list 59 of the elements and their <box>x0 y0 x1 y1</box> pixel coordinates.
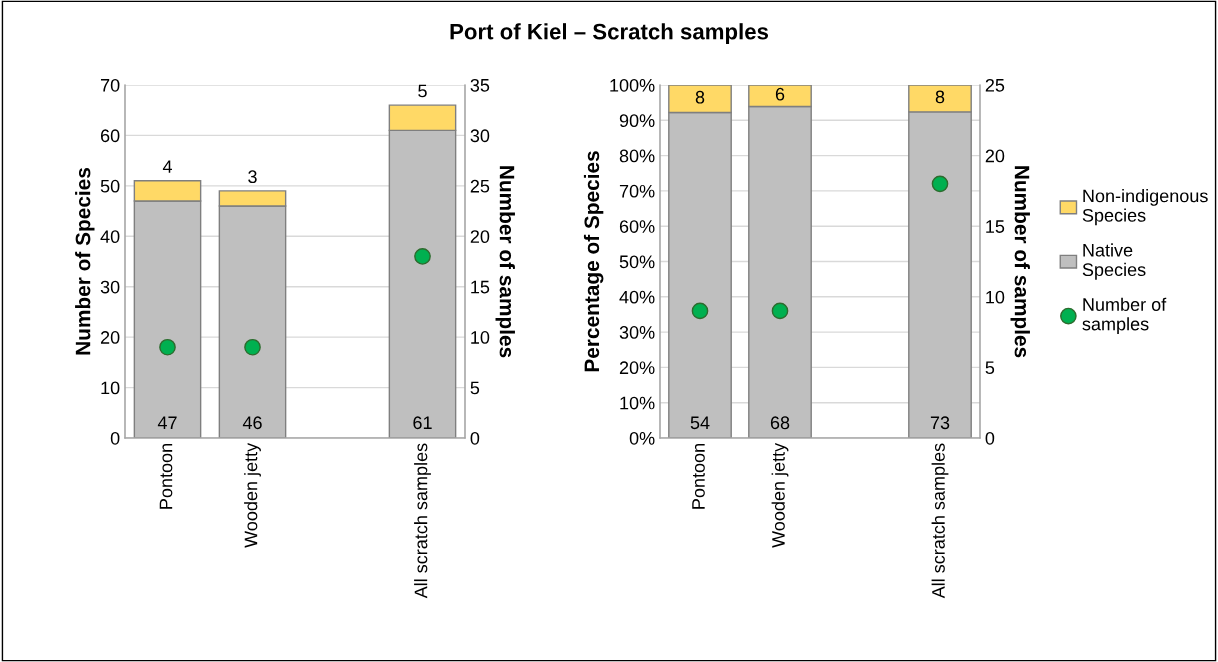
annotation: 68 <box>770 416 790 430</box>
y-tick-label: 40 <box>100 230 120 244</box>
y2-tick-label: 30 <box>470 129 490 143</box>
y-tick-label: 70 <box>100 78 120 92</box>
y-tick-label: 60 <box>100 129 120 143</box>
annotation: 6 <box>775 87 785 101</box>
y-tick-label: 90% <box>619 114 655 128</box>
y2-axis-title: Number of samples <box>495 166 515 358</box>
data-label: 4 <box>162 160 172 173</box>
x-tick-label: Pontoon <box>159 444 173 509</box>
y-tick-label: 50% <box>619 255 655 269</box>
data-label: 61 <box>413 416 432 430</box>
y2-tick-label: 5 <box>470 381 480 395</box>
y2-tick-label: 15 <box>471 280 490 294</box>
x-tick-label: Pontoon <box>692 444 705 509</box>
data-label: 5 <box>418 84 427 98</box>
y2-tick-label: 10 <box>986 290 1005 304</box>
x-tick-label: Wooden jetty <box>771 442 789 548</box>
y-tick-label: 0% <box>629 431 655 445</box>
annotation: 73 <box>930 416 950 430</box>
data-label: 47 <box>157 416 177 429</box>
y2-tick-label: 15 <box>986 220 1005 233</box>
annotation: 8 <box>935 90 945 104</box>
x-tick-label: Wooden jetty <box>244 442 261 548</box>
y2-axis-title: Number of samples <box>1010 166 1030 358</box>
y-tick-label: 40% <box>619 290 655 304</box>
y2-tick-label: 20 <box>470 230 490 244</box>
text: Port of Kiel – Scratch samples <box>450 23 769 44</box>
y-tick-label: 50 <box>100 179 120 193</box>
x-tick-label: All scratch samples <box>931 443 949 599</box>
y2-tick-label: 25 <box>985 78 1005 92</box>
y-tick-label: 70% <box>619 184 655 198</box>
y2-tick-label: 35 <box>470 78 490 92</box>
x-tick-label: All scratch samples <box>414 443 431 599</box>
data-label: 46 <box>242 416 262 430</box>
y-tick-label: 10% <box>620 396 655 410</box>
y-tick-label: 60% <box>619 220 655 233</box>
y-tick-label: 20 <box>100 331 120 344</box>
y-tick-label: 30 <box>100 280 120 294</box>
y2-tick-label: 10 <box>471 331 490 344</box>
y-tick-label: 20% <box>619 361 655 375</box>
data-label: 3 <box>248 170 257 184</box>
y-tick-label: 100% <box>610 78 655 92</box>
legend-label: Non-indigenous Species <box>1082 189 1208 226</box>
y-tick-label: 80% <box>619 149 655 163</box>
y-axis-title: Number of Species <box>75 167 95 355</box>
annotation: 54 <box>690 416 710 430</box>
y2-tick-label: 5 <box>985 361 995 375</box>
y2-tick-label: 20 <box>985 149 1005 163</box>
legend-label: Number of samples <box>1082 297 1167 334</box>
y2-tick-label: 0 <box>470 431 480 445</box>
legend-label: Native Species <box>1082 243 1146 280</box>
y-tick-label: 10 <box>101 381 120 395</box>
y-axis-title: Percentage of Species <box>583 151 604 372</box>
annotation: 8 <box>695 90 705 104</box>
y2-tick-label: 0 <box>985 431 995 445</box>
y-tick-label: 0 <box>110 431 120 445</box>
y2-tick-label: 25 <box>470 179 490 193</box>
y-tick-label: 30% <box>619 326 655 339</box>
